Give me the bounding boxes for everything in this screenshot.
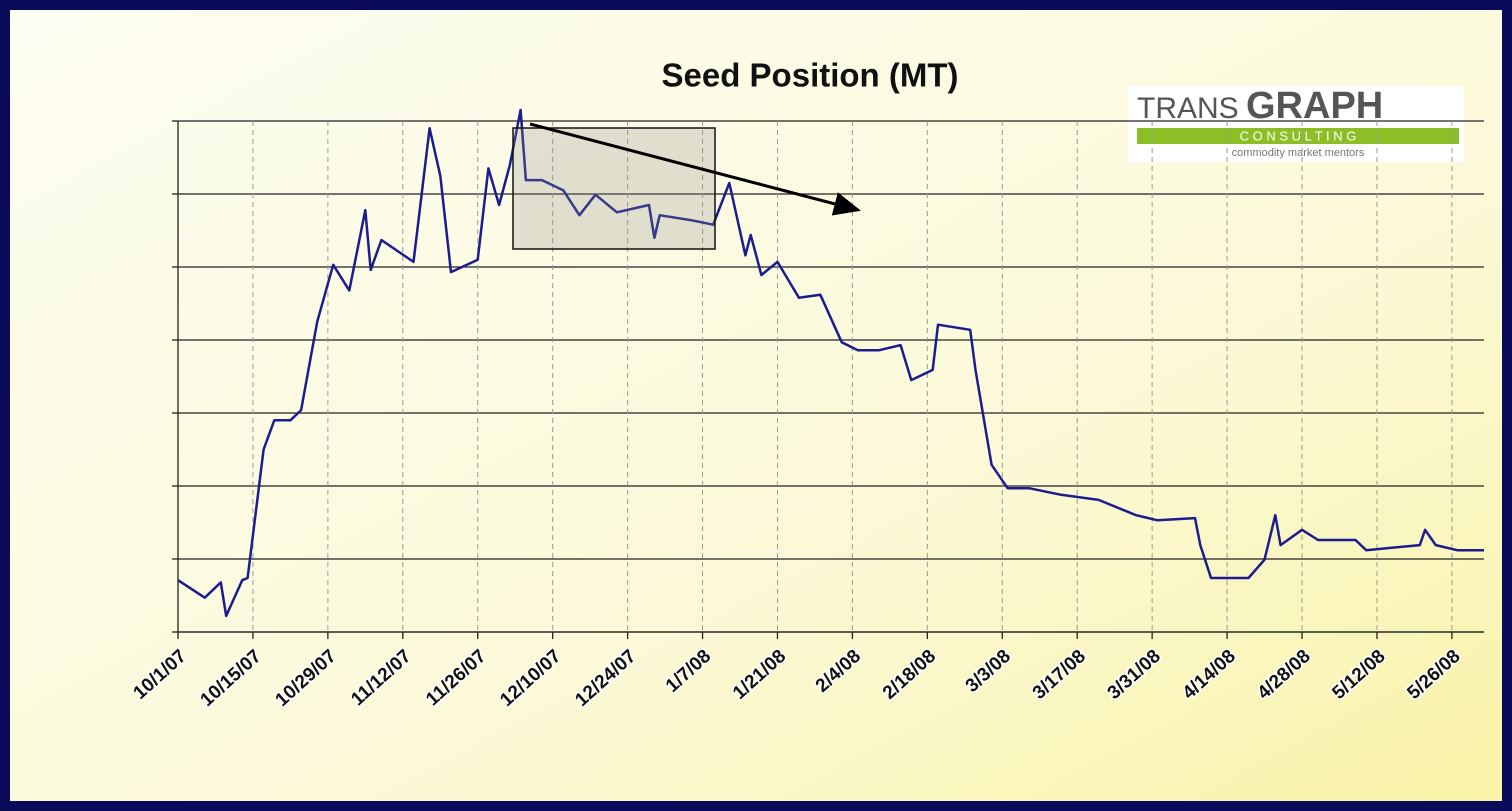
logo-consulting: C O N S U L T I N G — [1240, 128, 1357, 143]
logo-graph: GRAPH — [1246, 85, 1383, 127]
highlight-box — [512, 127, 716, 250]
chart-title: Seed Position (MT) — [662, 57, 959, 94]
logo-box — [1128, 86, 1464, 162]
logo-band — [1137, 128, 1459, 144]
trend-arrow — [529, 122, 861, 216]
logo-trans: TRANS — [1137, 92, 1239, 125]
logo: TRANS GRAPH C O N S U L T I N G commodit… — [1128, 85, 1464, 162]
data-line — [177, 108, 1484, 618]
logo-tagline: commodity market mentors — [1232, 147, 1365, 159]
